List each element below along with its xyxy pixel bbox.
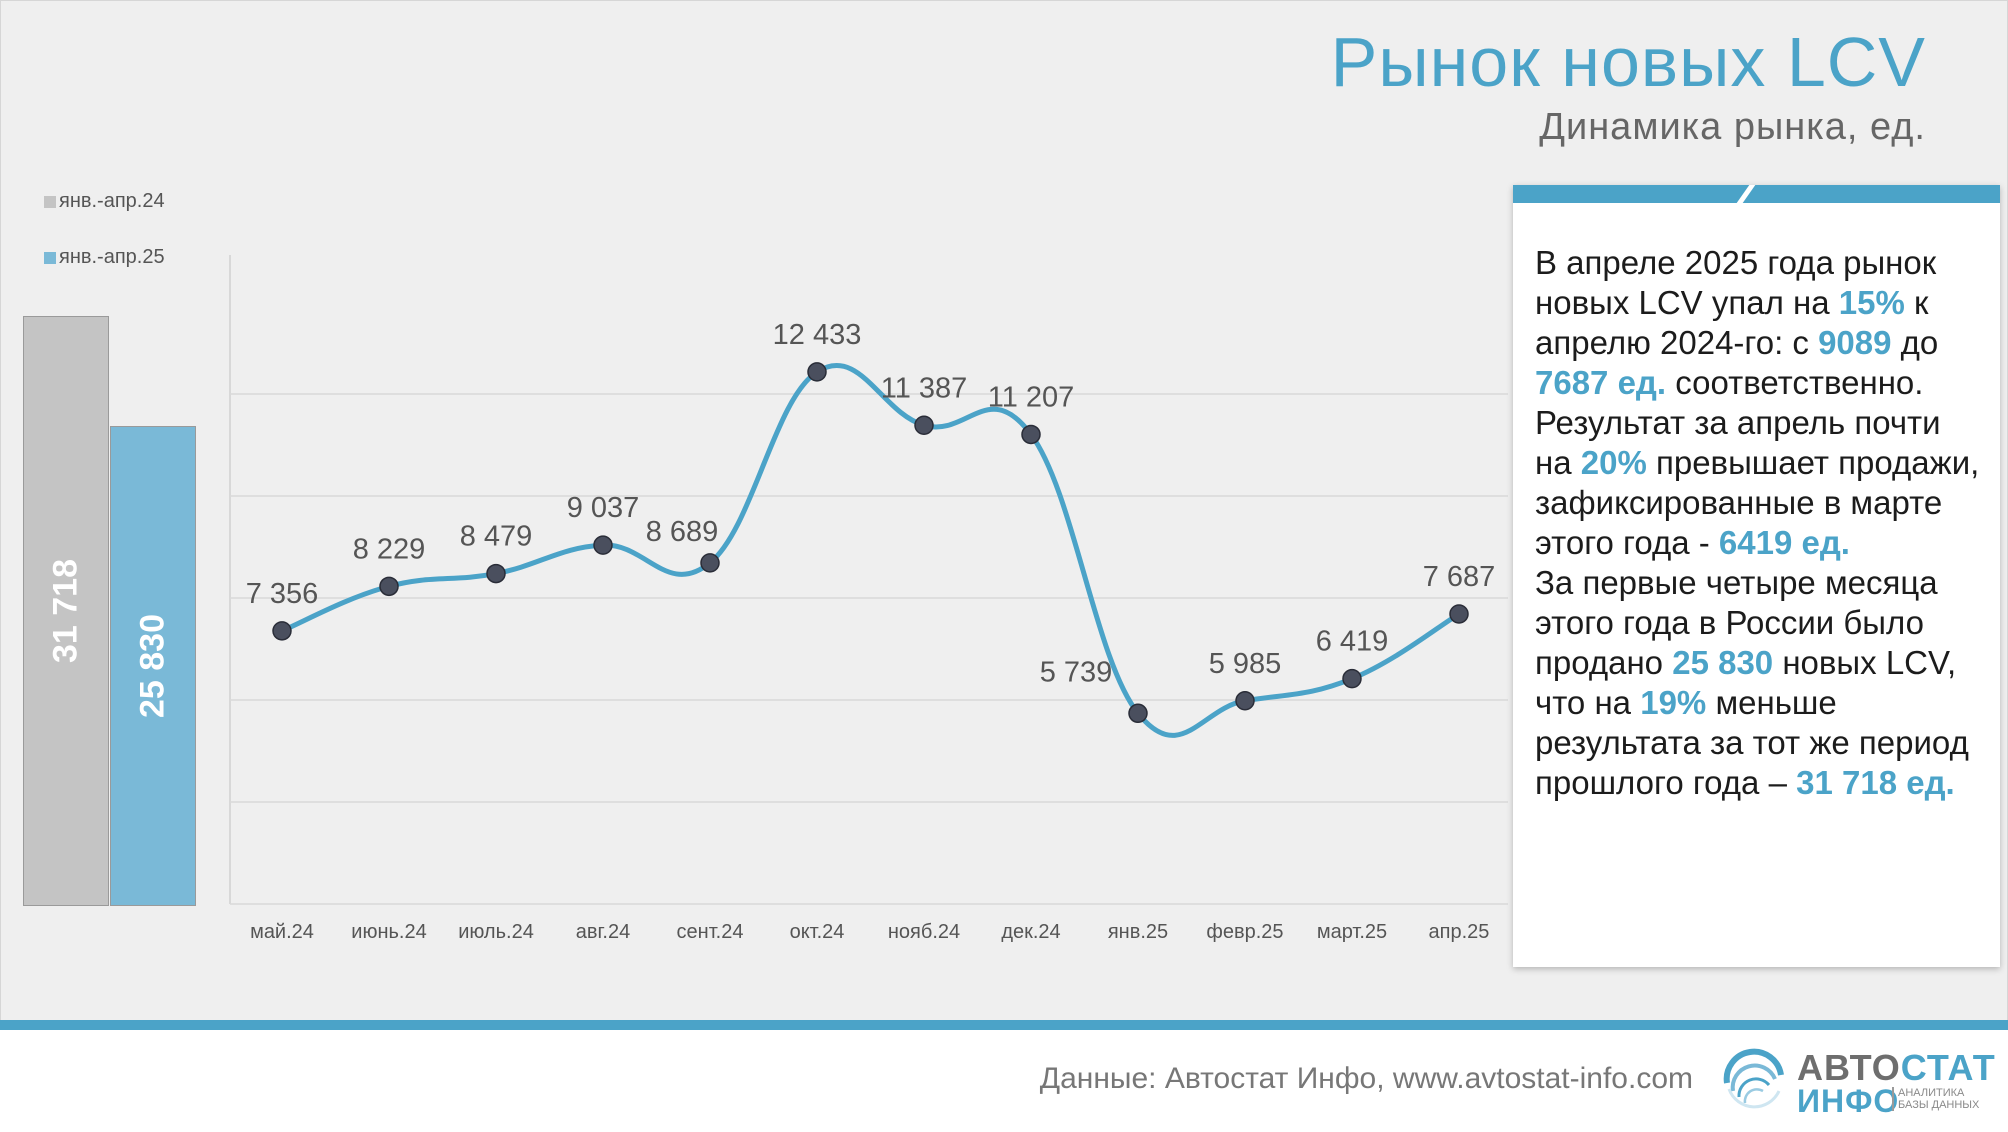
x-tick-label: июль.24 (458, 921, 534, 943)
logo-word-avtostat: АВТОСТАТ (1797, 1047, 1996, 1089)
info-p1-run-1: 15% (1838, 284, 1905, 321)
data-point (1342, 668, 1362, 689)
info-p1-run-3: 9089 (1818, 324, 1892, 361)
logo: АВТОСТАТ ИНФО АНАЛИТИКА БАЗЫ ДАННЫХ (1717, 1045, 1997, 1120)
logo-word-info: ИНФО (1797, 1083, 1900, 1119)
info-p2-run-2: новых LCV, что на (1535, 644, 1957, 721)
x-tick-label: авг.24 (576, 921, 630, 943)
data-label: 6 419 (1316, 626, 1389, 658)
info-p1-run-2: к апрелю 2024-го: с (1535, 284, 1929, 361)
legend-swatch-curr (44, 252, 56, 264)
data-label: 12 433 (773, 319, 862, 351)
info-text: В апреле 2025 года рынок новых LCV упал … (1535, 243, 1985, 803)
data-point (807, 362, 827, 382)
info-p1-run-9: 6419 ед. (1718, 524, 1850, 561)
data-point (593, 535, 613, 555)
series-line (279, 362, 1462, 738)
info-p2-run-1: 25 830 (1672, 644, 1774, 681)
info-p1-run-6: соответственно. Результат за апрель почт… (1535, 364, 1941, 481)
page-subtitle: Динамика рынка, ед. (1539, 106, 1926, 148)
info-box: В апреле 2025 года рынок новых LCV упал … (1513, 185, 2000, 967)
data-label: 8 689 (646, 516, 719, 548)
data-label: 8 229 (353, 533, 426, 565)
x-tick-label: сент.24 (677, 921, 744, 943)
data-point (1128, 703, 1148, 724)
data-point (1021, 424, 1041, 445)
data-label: 7 356 (246, 578, 319, 610)
data-label: 9 037 (567, 492, 640, 524)
info-p1-run-4: до (1891, 324, 1939, 361)
legend-item-prev: янв.-апр.24 (44, 190, 165, 213)
x-tick-label: окт.24 (790, 921, 845, 943)
data-point (1235, 691, 1255, 711)
ytd-bar-2025: 25 830 (110, 425, 196, 906)
data-point (914, 415, 934, 436)
data-label: 5 739 (1040, 656, 1113, 688)
data-label: 7 687 (1423, 561, 1496, 593)
logo-tagline: АНАЛИТИКА БАЗЫ ДАННЫХ (1892, 1087, 1988, 1111)
x-tick-label: нояб.24 (888, 921, 960, 943)
data-point (700, 553, 720, 573)
data-point (379, 576, 399, 597)
x-tick-label: май.24 (250, 921, 314, 943)
data-label: 11 207 (988, 381, 1075, 413)
data-label: 8 479 (460, 521, 533, 553)
data-point (1449, 604, 1469, 624)
info-p2-run-0: За первые четыре месяца этого года в Рос… (1535, 564, 1938, 681)
x-tick-label: март.25 (1317, 921, 1387, 943)
info-p1-run-7: 20% (1580, 444, 1647, 481)
x-tick-label: февр.25 (1206, 921, 1283, 943)
legend-swatch-prev (44, 196, 56, 208)
info-p2-run-4: меньше результата за тот же период прошл… (1535, 684, 1969, 801)
legend-label-prev: янв.-апр.24 (59, 190, 165, 212)
footer (0, 1030, 2008, 1132)
info-p2-run-3: 19% (1640, 684, 1707, 721)
legend-item-curr: янв.-апр.25 (44, 246, 165, 269)
x-tick-label: янв.25 (1108, 921, 1168, 943)
legend-label-curr: янв.-апр.25 (59, 246, 165, 268)
info-paragraph-1: В апреле 2025 года рынок новых LCV упал … (1535, 244, 1979, 561)
page-title: Рынок новых LCV (1330, 23, 1926, 101)
info-p1-run-0: В апреле 2025 года рынок новых LCV упал … (1535, 244, 1937, 321)
info-paragraph-2: За первые четыре месяца этого года в Рос… (1535, 564, 1969, 801)
data-label: 5 985 (1209, 648, 1282, 680)
x-tick-label: дек.24 (1001, 921, 1060, 943)
info-box-stripe (1736, 185, 1756, 203)
ytd-bar-2024: 31 718 (23, 316, 109, 906)
info-p1-run-8: превышает продажи, зафиксированные в мар… (1535, 444, 1980, 561)
data-point (272, 621, 292, 641)
source-text: Данные: Автостат Инфо, www.avtostat-info… (1039, 1062, 1693, 1095)
x-tick-label: июнь.24 (351, 921, 426, 943)
info-p2-run-5: 31 718 ед. (1796, 764, 1955, 801)
x-tick-label: апр.25 (1429, 921, 1490, 943)
data-label: 11 387 (881, 372, 968, 404)
data-point (486, 563, 506, 584)
logo-word-stat: СТАТ (1900, 1047, 1996, 1088)
logo-swirl-icon (1721, 1048, 1787, 1116)
logo-word-avto: АВТО (1797, 1047, 1901, 1088)
footer-divider (0, 1020, 2008, 1030)
info-p1-run-5: 7687 ед. (1535, 364, 1667, 401)
